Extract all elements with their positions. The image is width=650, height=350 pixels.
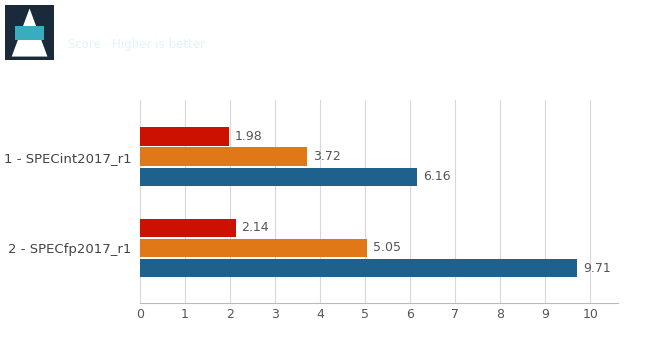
Bar xyxy=(140,259,577,277)
Text: SPEC2017 Rate-1 Estimated Total: SPEC2017 Rate-1 Estimated Total xyxy=(68,14,421,33)
Bar xyxy=(140,147,307,166)
Text: Score · Higher is better: Score · Higher is better xyxy=(68,38,205,51)
Text: 9.71: 9.71 xyxy=(583,261,610,274)
Polygon shape xyxy=(12,8,47,57)
Bar xyxy=(140,239,367,257)
Bar xyxy=(140,168,417,186)
Text: 2.14: 2.14 xyxy=(242,221,269,234)
Text: 1.98: 1.98 xyxy=(235,130,262,143)
Bar xyxy=(140,219,236,237)
Text: 3.72: 3.72 xyxy=(313,150,341,163)
Text: 5.05: 5.05 xyxy=(372,241,401,254)
Polygon shape xyxy=(15,26,44,40)
Bar xyxy=(140,127,229,146)
Text: 6.16: 6.16 xyxy=(422,170,450,183)
Bar xyxy=(5,5,54,60)
